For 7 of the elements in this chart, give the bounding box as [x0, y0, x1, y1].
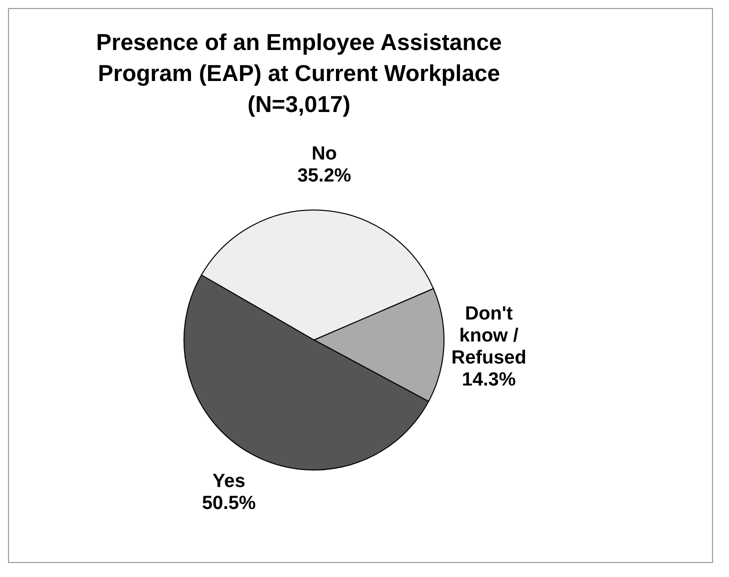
slice-label: Don't know / Refused [451, 304, 526, 369]
slice-label: No [312, 143, 337, 164]
slice-label: Yes [212, 470, 246, 492]
chart-title: Presence of an Employee Assistance Program (EAP) at Current Workplace (N=3,017) [95, 28, 503, 119]
data-label: 50.5% [202, 492, 256, 514]
data-label: 14.3% [462, 370, 516, 391]
data-label: 35.2% [297, 165, 352, 186]
